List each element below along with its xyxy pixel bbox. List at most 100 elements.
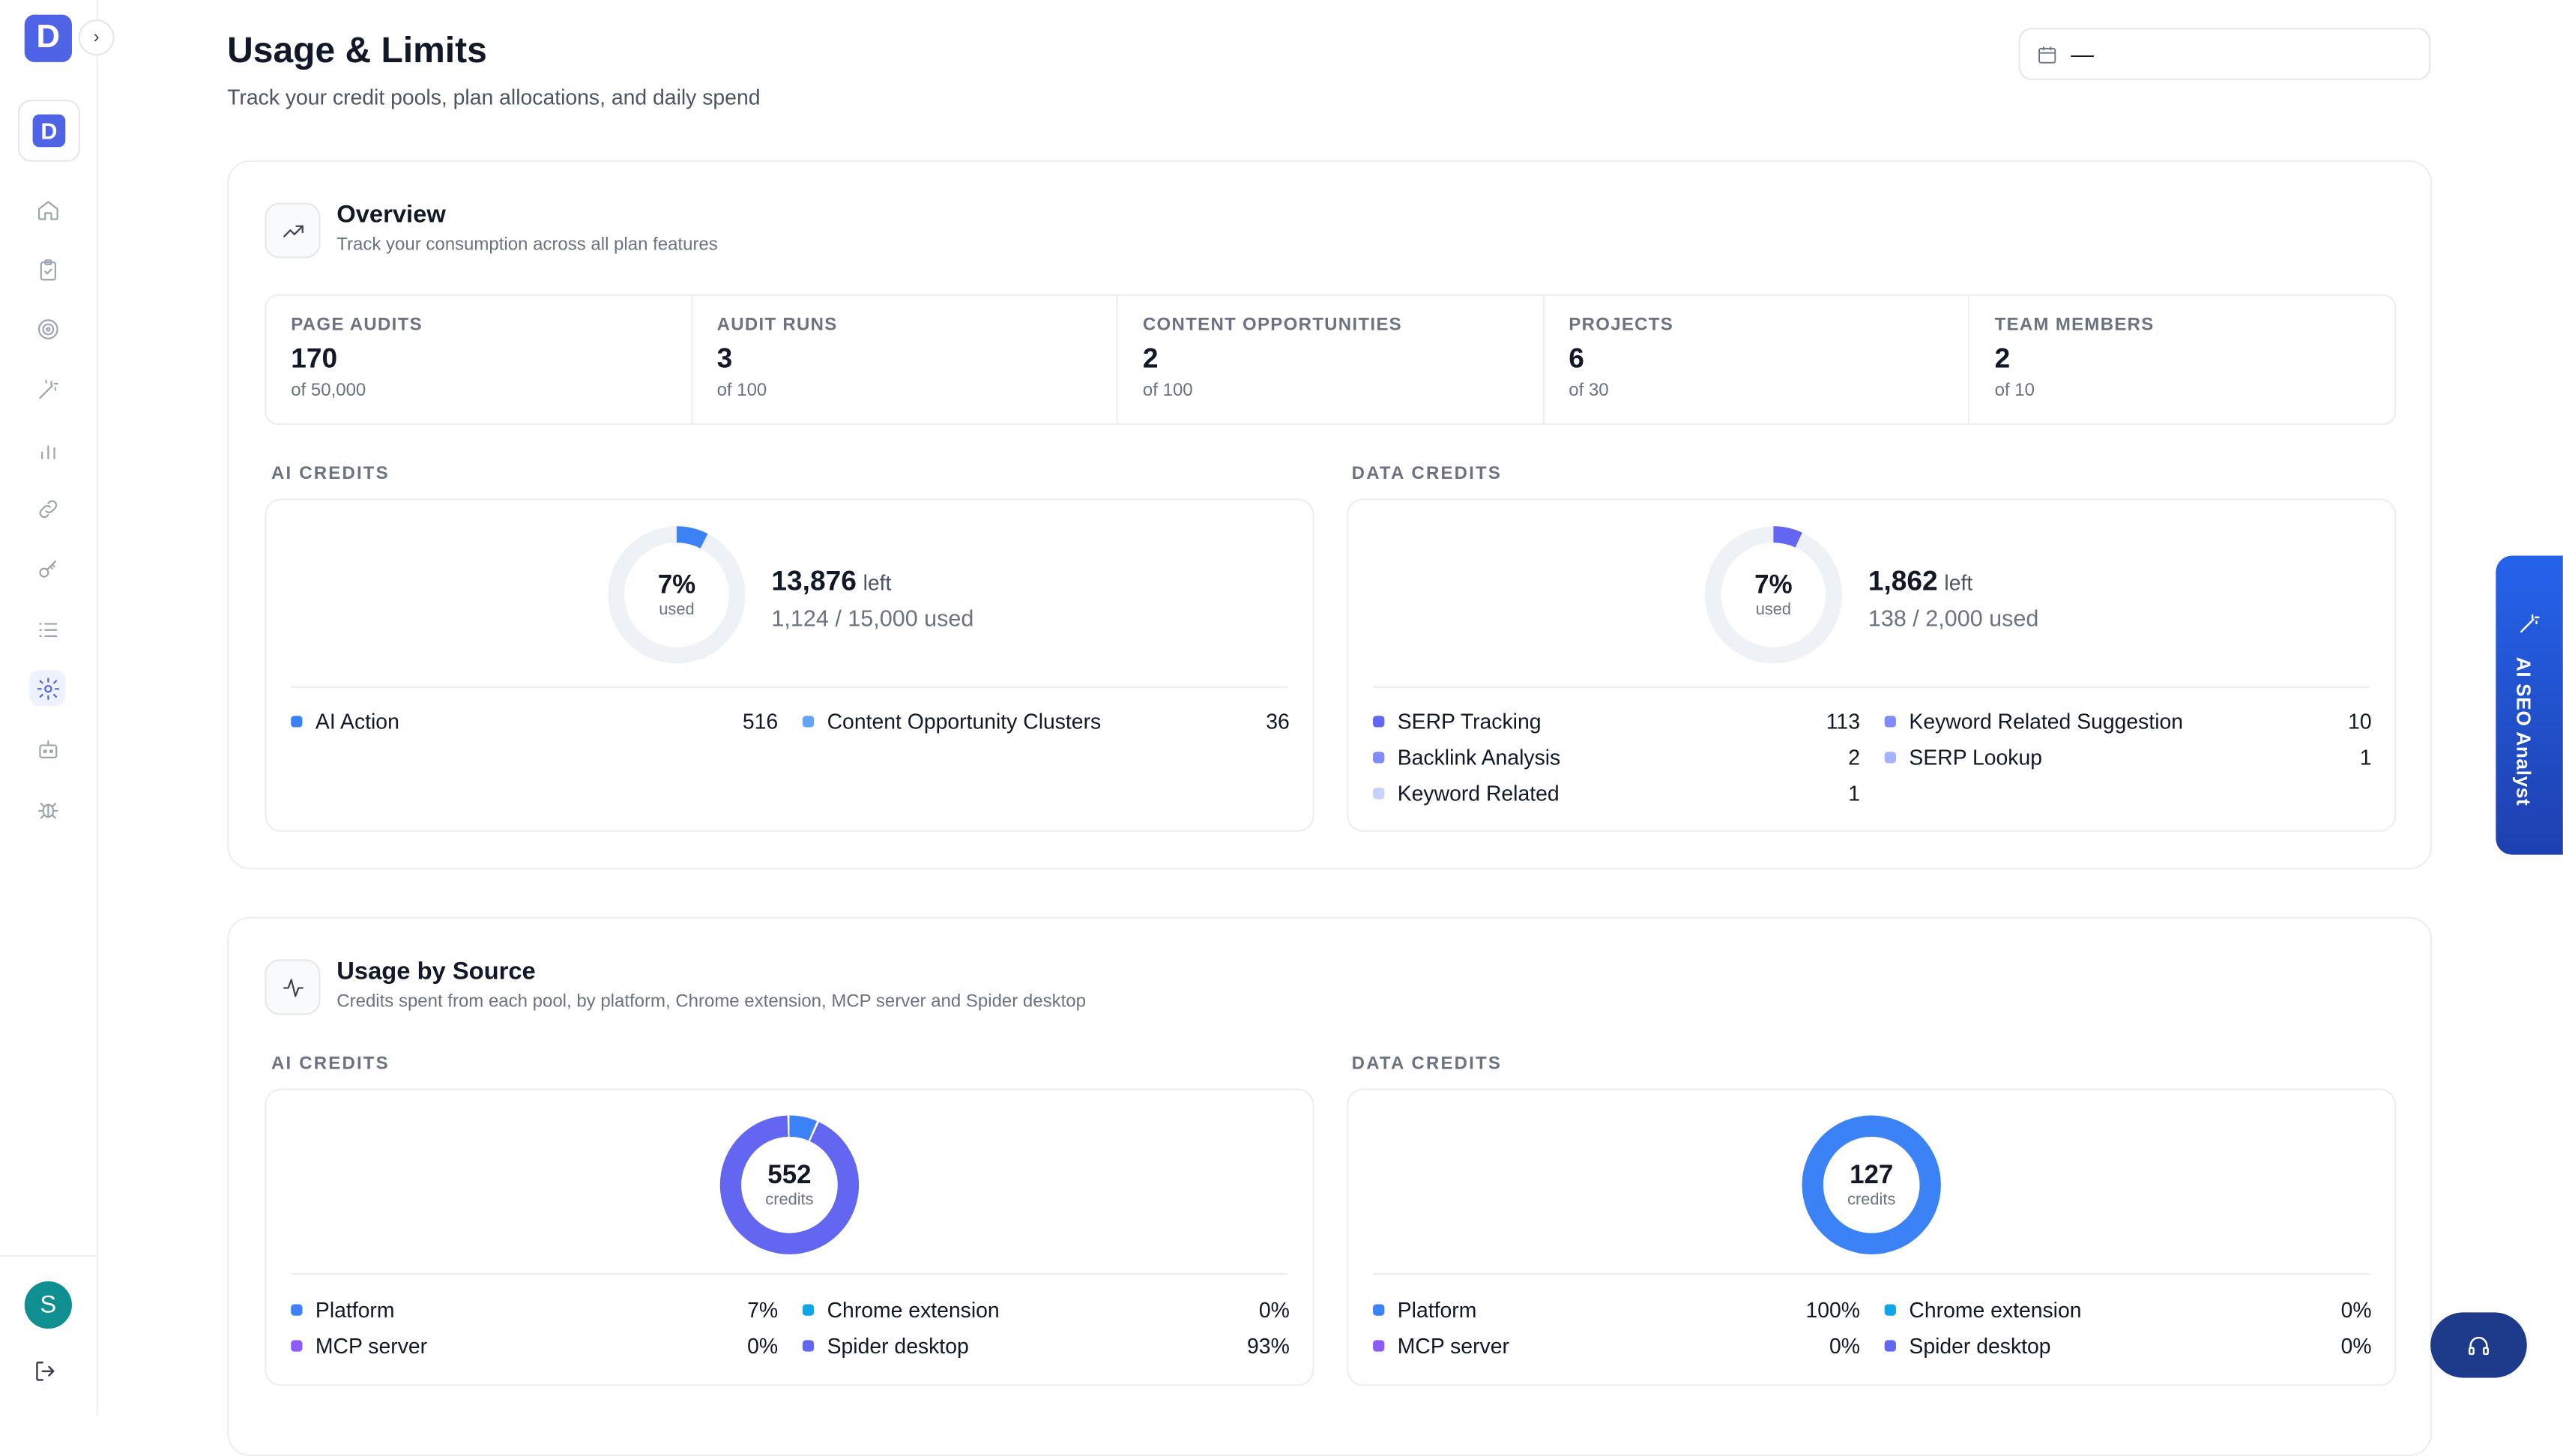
legend-label: Backlink Analysis	[1397, 744, 1561, 770]
ai-credits-left: 13,876 left	[771, 566, 891, 599]
legend-value: 2	[1848, 744, 1860, 770]
date-range-value: —	[2071, 40, 2094, 67]
magic-wand-icon[interactable]	[29, 371, 65, 407]
ai-credits-used-arc	[608, 526, 746, 664]
headset-icon	[2468, 1335, 2489, 1355]
legend-swatch	[1373, 715, 1385, 727]
ai-seo-analyst-tab[interactable]: AI SEO Analyst	[2496, 555, 2563, 855]
legend-swatch	[291, 715, 303, 727]
legend-label: Chrome extension	[827, 1296, 1000, 1322]
legend-swatch	[802, 1339, 815, 1351]
sidebar-expand-button[interactable]: ›	[78, 19, 115, 56]
logout-icon[interactable]	[33, 1358, 62, 1387]
page-title: Usage & Limits	[227, 29, 487, 70]
legend-value: 113	[1826, 708, 1860, 734]
legend-swatch	[1884, 1303, 1896, 1315]
ai-credits-donut: 7% used	[606, 525, 747, 665]
brand-logo[interactable]: D	[24, 14, 72, 62]
source-ai-legend-col-2: Chrome extension 0% Spider desktop 93%	[802, 1291, 1290, 1363]
overview-title: Overview	[336, 201, 446, 229]
donut-segment-platform	[719, 1115, 860, 1254]
source-ai-legend-col-1: Platform 7% MCP server 0%	[291, 1291, 778, 1363]
legend-label: MCP server	[1397, 1332, 1509, 1358]
data-credits-label: DATA CREDITS	[1351, 464, 1503, 484]
clipboard-icon[interactable]	[29, 252, 65, 288]
legend-item: Backlink Analysis 2	[1373, 739, 1860, 775]
stat-value: 6	[1569, 343, 1584, 375]
legend-label: Spider desktop	[1909, 1332, 2051, 1358]
legend-item: Spider desktop 93%	[802, 1327, 1290, 1363]
legend-label: Chrome extension	[1909, 1296, 2082, 1322]
ai-credits-left-value: 13,876	[771, 565, 857, 597]
usage-by-source-subtitle: Credits spent from each pool, by platfor…	[336, 991, 1086, 1012]
source-data-panel: 127 credits Platform 100% MCP server 0%	[1347, 1088, 2397, 1386]
legend-value: 93%	[1247, 1332, 1290, 1358]
legend-value: 0%	[747, 1332, 779, 1358]
data-credits-donut: 7% used	[1703, 525, 1844, 665]
legend-item: Platform 100%	[1373, 1291, 1860, 1327]
trending-up-icon	[265, 202, 321, 259]
legend-item: Platform 7%	[291, 1291, 778, 1327]
support-button[interactable]	[2430, 1312, 2527, 1378]
sidebar: D › D	[0, 0, 115, 1416]
legend-item: Chrome extension 0%	[1884, 1291, 2372, 1327]
source-ai-total: 552	[767, 1161, 812, 1189]
legend-value: 516	[742, 708, 779, 734]
settings-icon[interactable]	[29, 670, 66, 707]
legend-item: SERP Tracking 113	[1373, 703, 1860, 739]
list-icon[interactable]	[29, 611, 65, 647]
bug-icon[interactable]	[29, 791, 65, 827]
ai-credits-label: AI CREDITS	[271, 464, 390, 484]
legend-item: Keyword Related 1	[1373, 775, 1860, 811]
source-data-donut: 127 credits	[1801, 1114, 1942, 1255]
legend-swatch	[291, 1303, 303, 1315]
legend-item: Spider desktop 0%	[1884, 1327, 2372, 1363]
workspace-switcher[interactable]: D	[17, 100, 80, 162]
legend-item: Keyword Related Suggestion 10	[1884, 703, 2372, 739]
legend-swatch	[802, 1303, 815, 1315]
target-icon[interactable]	[29, 310, 65, 346]
source-ai-donut: 552 credits	[719, 1114, 860, 1255]
stat-limit: of 30	[1569, 381, 1609, 401]
date-range-picker[interactable]: —	[2018, 28, 2431, 80]
bot-icon[interactable]	[29, 731, 65, 767]
source-data-credits-label: DATA CREDITS	[1351, 1054, 1503, 1074]
legend-label: Keyword Related Suggestion	[1909, 708, 2184, 734]
link-icon[interactable]	[29, 490, 65, 526]
legend-item: SERP Lookup 1	[1884, 739, 2372, 775]
bar-chart-icon[interactable]	[29, 432, 65, 468]
legend-label: SERP Tracking	[1397, 708, 1542, 734]
data-credits-legend-col-1: SERP Tracking 113 Backlink Analysis 2 Ke…	[1373, 703, 1860, 811]
legend-label: Platform	[315, 1296, 395, 1322]
legend-value: 0%	[1258, 1296, 1290, 1322]
stat-value: 170	[291, 343, 338, 375]
legend-value: 0%	[1829, 1332, 1860, 1358]
legend-swatch	[802, 715, 815, 727]
legend-swatch	[1373, 751, 1385, 763]
legend-swatch	[1373, 1339, 1385, 1351]
legend-item: MCP server 0%	[291, 1327, 778, 1363]
source-ai-caption: credits	[765, 1190, 814, 1209]
ai-credits-legend-col-1: AI Action 516	[291, 703, 778, 739]
usage-by-source-card: Usage by Source Credits spent from each …	[227, 916, 2433, 1456]
user-avatar[interactable]: S	[24, 1281, 72, 1329]
data-credits-used-caption: used	[1755, 600, 1792, 619]
stat-value: 2	[1994, 343, 2011, 375]
stat-page-audits: PAGE AUDITS 170 of 50,000	[267, 295, 692, 423]
home-icon[interactable]	[29, 191, 65, 227]
legend-value: 100%	[1805, 1296, 1860, 1322]
legend-swatch	[1373, 1303, 1385, 1315]
legend-value: 10	[2348, 708, 2372, 734]
donut-segment-spider-desktop	[719, 1115, 860, 1254]
key-icon[interactable]	[29, 551, 65, 587]
legend-swatch	[1373, 787, 1385, 799]
legend-item: Content Opportunity Clusters 36	[802, 703, 1290, 739]
source-ai-credits-label: AI CREDITS	[271, 1054, 390, 1074]
legend-item: Chrome extension 0%	[802, 1291, 1290, 1327]
source-ai-panel: 552 credits Platform 7% MCP server 0%	[265, 1088, 1314, 1386]
overview-card: Overview Track your consumption across a…	[227, 160, 2433, 870]
overview-subtitle: Track your consumption across all plan f…	[336, 235, 718, 256]
stat-label: PROJECTS	[1569, 315, 1674, 336]
stat-limit: of 10	[1994, 381, 2035, 401]
stat-limit: of 100	[1142, 381, 1193, 401]
